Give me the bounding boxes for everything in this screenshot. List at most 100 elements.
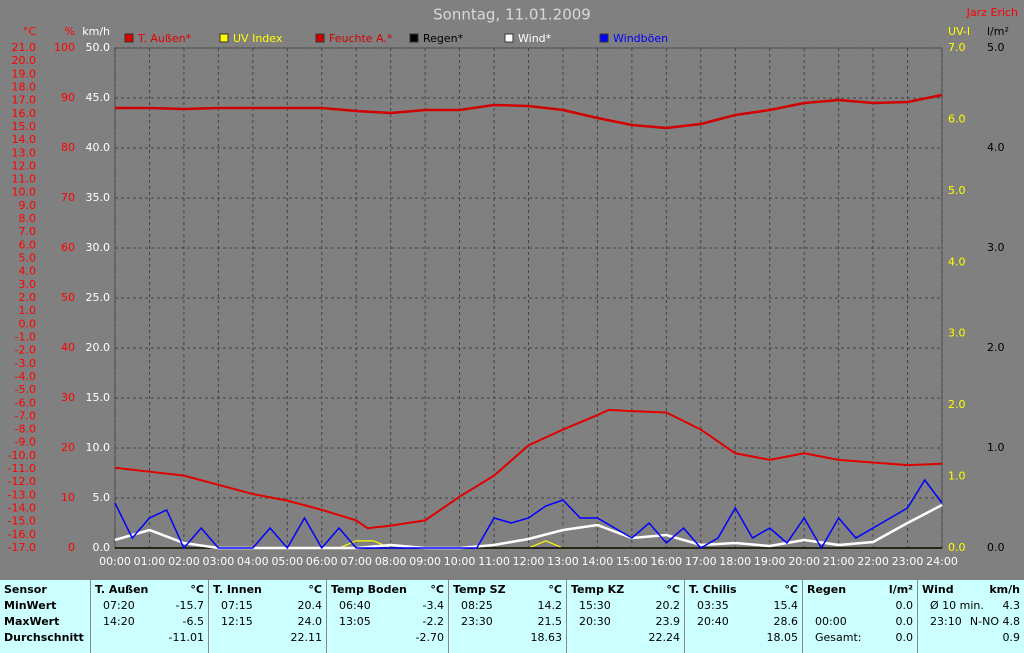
table-row: 20:30 23.9 <box>571 614 680 630</box>
x-tick-label: 06:00 <box>306 555 338 568</box>
legend-label: Regen* <box>423 32 464 45</box>
y-tick-label: 30.0 <box>86 241 111 254</box>
y-tick-label: 0.0 <box>93 541 111 554</box>
column-name: T. Außen <box>95 583 149 596</box>
x-tick-label: 08:00 <box>375 555 407 568</box>
table-cell: 23.9 <box>655 615 681 628</box>
table-row: 23:10 N-NO 4.8 <box>922 614 1020 630</box>
y-tick-label: -2.0 <box>15 344 36 357</box>
column-unit: °C <box>666 583 680 596</box>
table-row: 03:35 15.4 <box>689 598 798 614</box>
y-tick-label: 10.0 <box>12 186 37 199</box>
table-cell: 20:40 <box>697 615 729 628</box>
y-tick-label: 1.0 <box>987 441 1005 454</box>
table-cell: 0.0 <box>895 599 914 612</box>
y-tick-label: 0.0 <box>19 317 37 330</box>
y-tick-label: 4.0 <box>948 255 966 268</box>
column-name: T. Innen <box>213 583 262 596</box>
column-unit: °C <box>548 583 562 596</box>
row-label: MaxWert <box>4 615 60 628</box>
y-tick-label: 18.0 <box>12 80 37 93</box>
table-row: Wind km/h <box>922 582 1020 598</box>
table-row: T. Außen °C <box>95 582 204 598</box>
table-row: Sensor <box>4 582 86 598</box>
table-cell: 14:20 <box>103 615 135 628</box>
y-tick-label: -16.0 <box>8 528 36 541</box>
legend-label: Wind* <box>518 32 552 45</box>
table-cell <box>922 630 930 646</box>
y-tick-label: 6.0 <box>19 238 37 251</box>
x-tick-label: 05:00 <box>271 555 303 568</box>
y-tick-label: 12.0 <box>12 159 37 172</box>
table-cell: 24.0 <box>297 615 323 628</box>
y-tick-label: -11.0 <box>8 462 36 475</box>
x-tick-label: 17:00 <box>685 555 717 568</box>
y-tick-label: 40.0 <box>86 141 111 154</box>
y-tick-label: 5.0 <box>93 491 111 504</box>
table-column: Temp Boden °C 06:40 -3.4 13:05 -2.2 -2.70 <box>326 580 448 653</box>
table-row: 07:20 -15.7 <box>95 598 204 614</box>
table-cell: 07:20 <box>103 599 135 612</box>
x-tick-label: 11:00 <box>478 555 510 568</box>
y-tick-label: -14.0 <box>8 502 36 515</box>
table-row: 08:25 14.2 <box>453 598 562 614</box>
table-column: Regen l/m² 0.0 00:00 0.0 Gesamt: 0.0 <box>802 580 917 653</box>
y-tick-label: -17.0 <box>8 541 36 554</box>
y-tick-label: 3.0 <box>948 327 966 340</box>
x-tick-label: 15:00 <box>616 555 648 568</box>
y-tick-label: 6.0 <box>948 112 966 125</box>
x-tick-label: 18:00 <box>719 555 751 568</box>
table-column: T. Chilis °C 03:35 15.4 20:40 28.6 18.05 <box>684 580 802 653</box>
y-tick-label: 20.0 <box>12 54 37 67</box>
legend-swatch <box>124 33 134 43</box>
table-row: 18.05 <box>689 630 799 646</box>
table-row: 14:20 -6.5 <box>95 614 204 630</box>
table-row: 15:30 20.2 <box>571 598 680 614</box>
table-cell: 14.2 <box>537 599 563 612</box>
table-cell: -2.2 <box>422 615 444 628</box>
column-name: Temp KZ <box>571 583 625 596</box>
y-tick-label: 4.0 <box>987 141 1005 154</box>
table-row: 0.9 <box>922 630 1021 646</box>
y-tick-label: 0.0 <box>987 541 1005 554</box>
y-tick-label: 70 <box>61 191 75 204</box>
column-unit: °C <box>190 583 204 596</box>
table-cell: 06:40 <box>339 599 371 612</box>
table-column: T. Außen °C 07:20 -15.7 14:20 -6.5 -11.01 <box>90 580 208 653</box>
table-row: 12:15 24.0 <box>213 614 322 630</box>
table-cell: 18.05 <box>766 631 799 644</box>
table-column: Sensor MinWert MaxWert Durchschnitt <box>0 580 90 653</box>
y-tick-label: -6.0 <box>15 396 36 409</box>
table-cell <box>453 630 461 646</box>
x-tick-label: 21:00 <box>823 555 855 568</box>
y-tick-label: -4.0 <box>15 370 36 383</box>
y-tick-label: 30 <box>61 391 75 404</box>
table-row: 13:05 -2.2 <box>331 614 444 630</box>
y-tick-label: 13.0 <box>12 146 37 159</box>
table-cell: Gesamt: <box>815 631 862 644</box>
x-tick-label: 19:00 <box>754 555 786 568</box>
y-tick-label: 2.0 <box>987 341 1005 354</box>
y-tick-label: 60 <box>61 241 75 254</box>
table-cell <box>213 630 221 646</box>
y-tick-label: 19.0 <box>12 67 37 80</box>
table-row: Temp SZ °C <box>453 582 562 598</box>
axis-label: km/h <box>82 25 110 38</box>
x-tick-label: 07:00 <box>340 555 372 568</box>
table-cell: 21.5 <box>537 615 563 628</box>
table-cell: 20.4 <box>297 599 323 612</box>
table-row: 18.63 <box>453 630 563 646</box>
column-unit: l/m² <box>888 583 913 596</box>
legend-label: T. Außen* <box>137 32 192 45</box>
column-name: T. Chilis <box>689 583 737 596</box>
table-cell: 12:15 <box>221 615 253 628</box>
table-cell: -3.4 <box>422 599 444 612</box>
table-row: Ø 10 min. 4.3 <box>922 598 1020 614</box>
column-name: Regen <box>807 583 847 596</box>
axis-label: °C <box>23 25 37 38</box>
legend-swatch <box>599 33 609 43</box>
table-row: 23:30 21.5 <box>453 614 562 630</box>
series-line <box>114 478 943 550</box>
axis-label: % <box>65 25 75 38</box>
table-cell: 23:10 <box>930 615 962 628</box>
